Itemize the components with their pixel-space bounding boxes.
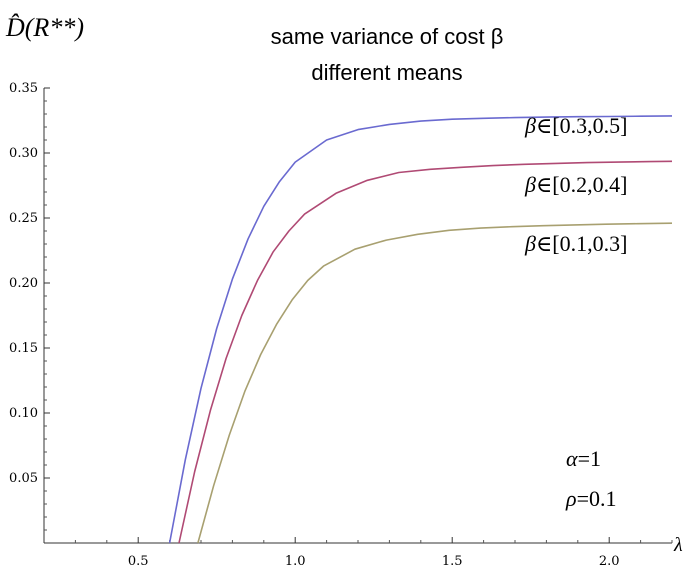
x-axis-label: λ (673, 534, 683, 556)
y-tick-label: 0.20 (9, 276, 38, 291)
y-tick-label: 0.35 (9, 81, 38, 96)
x-tick-label: 1.5 (442, 554, 463, 569)
x-tick-label: 1.0 (285, 554, 306, 569)
x-tick-label: 2.0 (599, 554, 620, 569)
y-tick-label: 0.30 (9, 146, 38, 161)
annotation-alpha: α=1 (566, 446, 601, 471)
x-tick-label: 0.5 (128, 554, 149, 569)
series-lines (168, 115, 673, 544)
curve-label-2: β∈[0.2,0.4] (524, 172, 627, 197)
curve-label-1: β∈[0.3,0.5] (524, 113, 627, 138)
y-ticks: 0.05 0.10 0.15 0.20 0.25 0.30 0.35 (9, 81, 50, 531)
chart-title-line-2: different means (311, 60, 462, 85)
y-tick-label: 0.25 (9, 211, 38, 226)
series-line-3 (197, 222, 673, 544)
y-tick-label: 0.15 (9, 341, 38, 356)
chart-title-line-1: same variance of cost β (271, 24, 504, 49)
y-tick-label: 0.10 (9, 406, 38, 421)
y-axis-label: D̂(R**) (5, 13, 84, 42)
series-line-2 (178, 160, 673, 544)
y-tick-label: 0.05 (9, 471, 38, 486)
series-line-1 (168, 115, 673, 544)
annotation-rho: ρ=0.1 (565, 486, 616, 511)
curve-label-3: β∈[0.1,0.3] (524, 231, 627, 256)
x-ticks: 0.5 1.0 1.5 2.0 (74, 537, 673, 569)
